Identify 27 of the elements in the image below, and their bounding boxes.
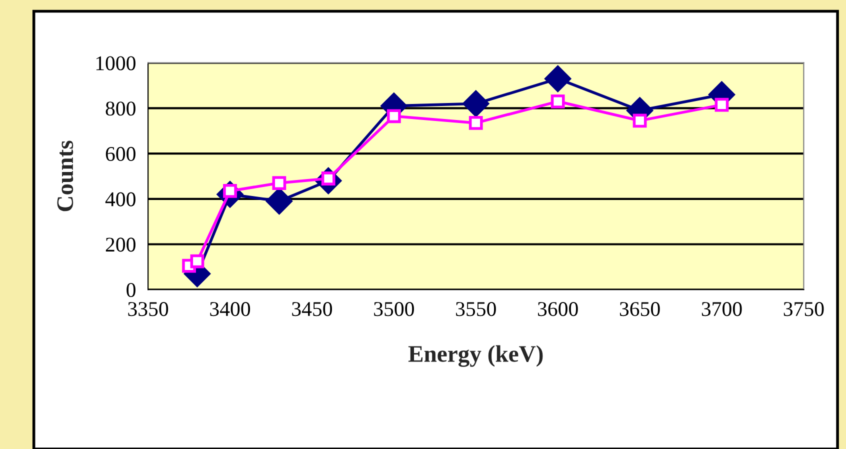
point (632, 114, 647, 128)
point (550, 94, 565, 108)
x-tick-label: 3750 (784, 302, 824, 316)
point (468, 116, 483, 130)
point (190, 254, 204, 268)
x-tick-label: 3500 (374, 302, 414, 316)
y-tick-label: 600 (106, 146, 136, 161)
y-tick-label: 800 (106, 102, 136, 116)
point (386, 109, 401, 124)
y-tick-label: 400 (105, 192, 136, 206)
x-tick-label: 3550 (456, 302, 496, 316)
x-tick-label: 3450 (292, 302, 332, 316)
point (266, 188, 292, 214)
point (272, 176, 286, 190)
x-tick-label: 3600 (538, 302, 578, 316)
point (462, 90, 490, 117)
point (544, 66, 572, 92)
y-tick-label: 1000 (96, 56, 136, 70)
y-tick-label: 0 (126, 282, 136, 298)
y-tick-label: 200 (106, 238, 136, 252)
x-tick-label: 3400 (210, 302, 250, 316)
x-tick-label: 3350 (128, 302, 168, 316)
point (714, 98, 729, 112)
x-axis-title: Energy (keV) (408, 345, 543, 367)
x-tick-label: 3700 (702, 302, 742, 316)
y-axis-title: Counts (57, 140, 74, 212)
x-tick-label: 3650 (620, 302, 660, 316)
